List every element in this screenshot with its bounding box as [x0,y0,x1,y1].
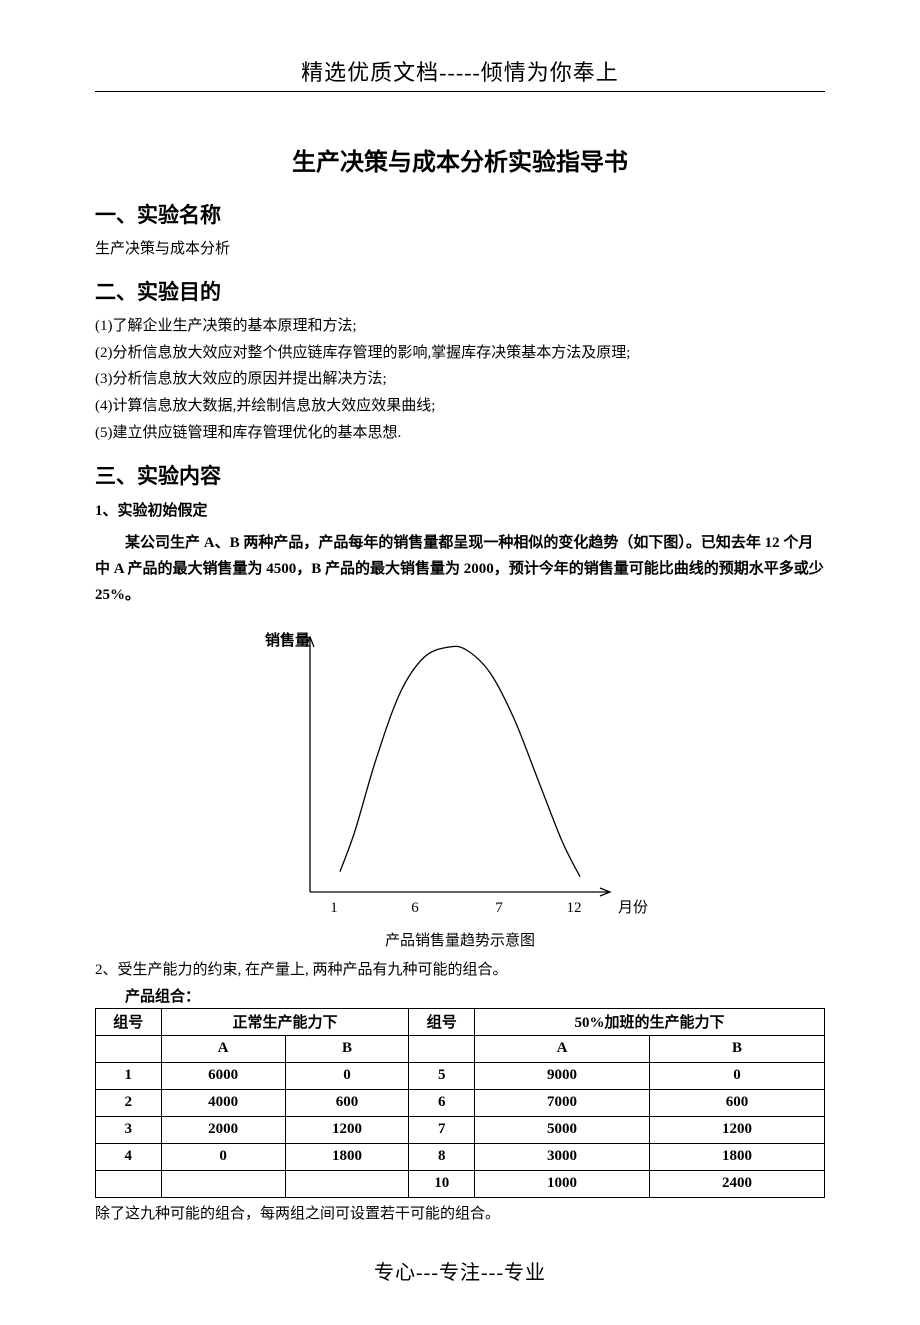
svg-text:月份: 月份 [618,899,648,916]
sub-1-label: 1、实验初始假定 [95,498,825,524]
sub-1-body: 某公司生产 A、B 两种产品，产品每年的销售量都呈现一种相似的变化趋势（如下图）… [95,530,825,609]
section-2-heading: 二、实验目的 [95,276,825,306]
section-1-heading: 一、实验名称 [95,199,825,229]
sub-2-label: 2、受生产能力的约束, 在产量上, 两种产品有九种可能的组合。 [95,958,825,979]
document-title: 生产决策与成本分析实验指导书 [95,142,825,177]
section-3-heading: 三、实验内容 [95,460,825,490]
sales-trend-chart: 销售量月份 1 6 7 12 产品销售量趋势示意图 [95,627,825,950]
page-header: 精选优质文档-----倾情为你奉上 [95,55,825,92]
section-2-item-3: (3)分析信息放大效应的原因并提出解决方法; [95,367,825,392]
page-footer: 专心---专注---专业 [95,1256,825,1285]
chart-caption: 产品销售量趋势示意图 [95,929,825,950]
section-1-body: 生产决策与成本分析 [95,237,825,262]
document-page: 精选优质文档-----倾情为你奉上 生产决策与成本分析实验指导书 一、实验名称 … [0,0,920,1325]
chart-svg: 销售量月份 1 6 7 12 [240,627,680,927]
svg-text:7: 7 [495,900,503,916]
section-2-item-1: (1)了解企业生产决策的基本原理和方法; [95,314,825,339]
product-combination-table: 组号正常生产能力下组号50%加班的生产能力下ABAB16000059000024… [95,1008,825,1198]
section-2-item-4: (4)计算信息放大数据,并绘制信息放大效应效果曲线; [95,394,825,419]
table-title: 产品组合： [95,985,825,1006]
svg-text:1: 1 [330,900,338,916]
section-2-item-2: (2)分析信息放大效应对整个供应链库存管理的影响,掌握库存决策基本方法及原理; [95,341,825,366]
after-table-text: 除了这九种可能的组合，每两组之间可设置若干可能的组合。 [95,1202,825,1227]
section-2-item-5: (5)建立供应链管理和库存管理优化的基本思想. [95,421,825,446]
svg-text:12: 12 [567,900,582,916]
svg-text:6: 6 [411,900,419,916]
svg-text:销售量: 销售量 [265,631,310,649]
